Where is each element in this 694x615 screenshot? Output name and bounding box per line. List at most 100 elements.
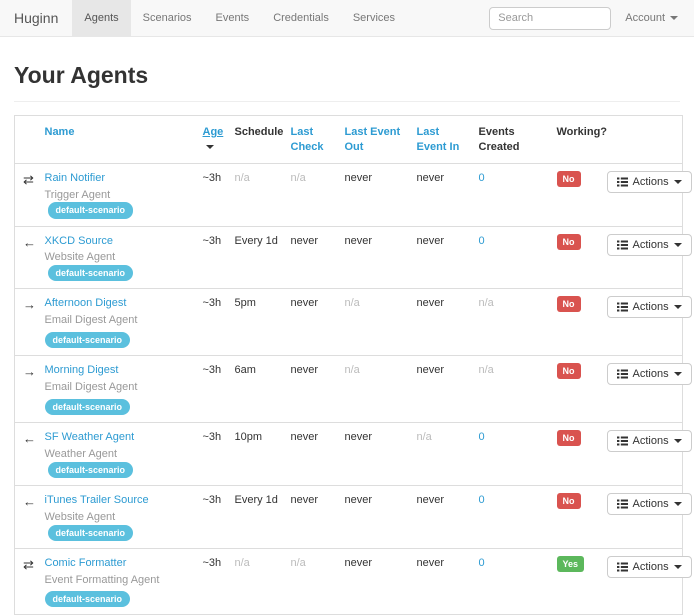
schedule-cell: 6am	[230, 355, 287, 423]
age-cell: ~3h	[198, 547, 231, 615]
table-row: ← XKCD Source Website Agentdefault-scena…	[14, 225, 692, 289]
working-cell: No	[552, 225, 603, 289]
schedule-column-header: Schedule	[234, 126, 284, 138]
title-divider	[14, 101, 680, 102]
events-created-link[interactable]: 0	[478, 493, 485, 506]
schedule-cell: Every 1d	[230, 484, 287, 549]
actions-button[interactable]: Actions	[606, 233, 692, 256]
last-event-out-column-header: Last Event Out	[341, 116, 413, 164]
right-arrow-icon: →	[23, 364, 36, 380]
last-event-in-cell: never	[412, 484, 475, 549]
events-created-link: n/a	[478, 364, 494, 377]
scenario-badge[interactable]: default-scenario	[47, 461, 134, 478]
scenario-badge[interactable]: default-scenario	[47, 202, 134, 219]
actions-button[interactable]: Actions	[606, 296, 692, 319]
schedule-cell: 5pm	[230, 288, 287, 356]
working-status-badge: No	[556, 363, 581, 380]
agent-type-label: Email Digest Agent	[44, 314, 138, 327]
agent-subtitle: Trigger Agentdefault-scenario	[45, 188, 195, 219]
last-check-cell: never	[286, 422, 341, 486]
last-check-cell: n/a	[286, 547, 341, 615]
agent-name-link[interactable]: SF Weather Agent	[44, 431, 135, 443]
events-created-link[interactable]: 0	[478, 234, 485, 247]
actions-cell: Actions	[602, 422, 692, 486]
working-cell: No	[552, 355, 603, 423]
sort-by-last-event-in-link[interactable]: Last Event In	[416, 126, 460, 153]
actions-button[interactable]: Actions	[606, 430, 692, 452]
last-event-in-column-header: Last Event In	[413, 116, 475, 164]
nav-item-scenarios[interactable]: Scenarios	[142, 12, 192, 24]
page-title: Your Agents	[14, 62, 149, 88]
agent-type-label: Weather Agent	[44, 447, 118, 460]
last-event-out-cell: never	[340, 225, 413, 289]
actions-cell: Actions	[602, 288, 692, 356]
agent-name-link[interactable]: Afternoon Digest	[44, 297, 127, 310]
agent-name-link[interactable]: XKCD Source	[44, 234, 113, 247]
events-created-link[interactable]: 0	[478, 171, 485, 184]
schedule-cell: n/a	[230, 162, 287, 227]
table-row: → Afternoon Digest Email Digest Agent def…	[14, 288, 692, 356]
nav-item-events[interactable]: Events	[215, 12, 250, 24]
actions-cell: Actions	[602, 547, 692, 615]
caret-down-icon	[673, 305, 682, 310]
agent-type-label: Email Digest Agent	[44, 381, 138, 394]
age-cell: ~3h	[198, 162, 231, 227]
scenario-badge[interactable]: default-scenario	[47, 524, 134, 541]
actions-button-label: Actions	[632, 368, 669, 381]
scenario-badge[interactable]: default-scenario	[47, 265, 134, 282]
sort-by-last-check-link[interactable]: Last Check	[290, 126, 324, 153]
sort-by-last-event-out-link[interactable]: Last Event Out	[344, 126, 401, 153]
last-check-cell: never	[286, 484, 341, 549]
table-row: → Morning Digest Email Digest Agent defau…	[14, 355, 692, 423]
list-icon	[616, 240, 628, 250]
actions-button[interactable]: Actions	[606, 170, 692, 193]
agent-name-link[interactable]: Morning Digest	[44, 364, 119, 377]
actions-button[interactable]: Actions	[606, 492, 692, 515]
table-row: ← iTunes Trailer Source Website Agentdef…	[14, 484, 692, 549]
agent-name-link[interactable]: Comic Formatter	[44, 556, 127, 569]
events-created-link[interactable]: 0	[478, 431, 485, 443]
actions-button[interactable]: Actions	[606, 555, 692, 578]
agent-name-link[interactable]: iTunes Trailer Source	[44, 493, 149, 506]
table-header-row: Name Age Schedule Last Check Last Event …	[15, 116, 683, 164]
working-status-badge: No	[556, 430, 581, 447]
list-icon	[616, 177, 628, 187]
last-event-out-cell: never	[340, 547, 413, 615]
search-input[interactable]	[489, 6, 612, 30]
last-event-in-cell: never	[412, 162, 475, 227]
brand-link[interactable]: Huginn	[14, 10, 59, 26]
scenario-badge[interactable]: default-scenario	[44, 332, 131, 349]
nav-item-credentials[interactable]: Credentials	[273, 12, 329, 24]
scenario-badge[interactable]: default-scenario	[44, 398, 131, 415]
last-check-cell: never	[286, 355, 341, 423]
events-created-cell: n/a	[474, 355, 553, 423]
account-menu[interactable]: Account	[611, 0, 694, 36]
nav-item-agents[interactable]: Agents	[72, 0, 131, 36]
events-created-link[interactable]: 0	[478, 556, 485, 569]
scenario-badge[interactable]: default-scenario	[44, 591, 131, 608]
sort-by-name-link[interactable]: Name	[44, 126, 75, 138]
actions-button-label: Actions	[632, 301, 669, 314]
actions-button[interactable]: Actions	[606, 363, 692, 386]
age-cell: ~3h	[198, 355, 231, 423]
nav-item-services[interactable]: Services	[352, 12, 396, 24]
events-created-column-header: Events Created	[478, 126, 520, 153]
actions-button-label: Actions	[632, 175, 669, 188]
working-cell: No	[552, 162, 603, 227]
right-arrow-icon: →	[23, 297, 36, 313]
account-label: Account	[625, 12, 665, 24]
last-check-cell: never	[286, 288, 341, 356]
working-status-badge: No	[556, 296, 581, 313]
sort-by-age-link[interactable]: Age	[202, 126, 224, 138]
last-event-out-cell: n/a	[340, 355, 413, 423]
agent-name-link[interactable]: Rain Notifier	[44, 171, 106, 184]
schedule-cell: n/a	[230, 547, 287, 615]
working-cell: No	[552, 484, 603, 549]
navbar: Huginn Agents Scenarios Events Credentia…	[0, 0, 694, 37]
actions-button-label: Actions	[632, 560, 669, 573]
actions-cell: Actions	[602, 355, 692, 423]
actions-column-header	[603, 116, 683, 164]
working-cell: No	[552, 422, 603, 486]
working-status-badge: No	[556, 492, 581, 509]
direction-column-header	[15, 116, 41, 164]
